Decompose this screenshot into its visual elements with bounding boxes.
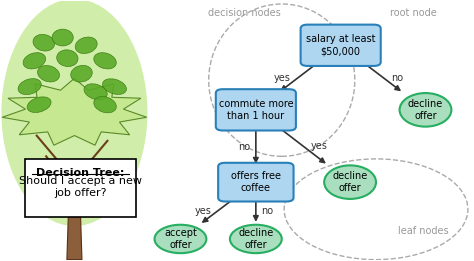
Ellipse shape bbox=[400, 93, 451, 127]
Ellipse shape bbox=[94, 97, 116, 113]
Ellipse shape bbox=[71, 65, 92, 82]
Text: accept
offer: accept offer bbox=[164, 228, 197, 250]
Text: offers free
coffee: offers free coffee bbox=[231, 171, 281, 193]
Ellipse shape bbox=[84, 84, 107, 100]
Text: decline
offer: decline offer bbox=[238, 228, 273, 250]
Text: commute more
than 1 hour: commute more than 1 hour bbox=[219, 99, 293, 121]
Text: salary at least
$50,000: salary at least $50,000 bbox=[306, 34, 375, 56]
Text: yes: yes bbox=[273, 73, 290, 82]
Ellipse shape bbox=[18, 79, 41, 94]
Ellipse shape bbox=[75, 37, 97, 54]
FancyBboxPatch shape bbox=[218, 163, 293, 201]
FancyBboxPatch shape bbox=[301, 25, 381, 66]
Ellipse shape bbox=[23, 53, 46, 69]
Ellipse shape bbox=[155, 225, 206, 253]
Ellipse shape bbox=[52, 29, 73, 46]
Ellipse shape bbox=[1, 0, 147, 226]
FancyBboxPatch shape bbox=[216, 89, 296, 130]
Text: no: no bbox=[262, 206, 273, 216]
Polygon shape bbox=[2, 78, 147, 145]
FancyBboxPatch shape bbox=[25, 159, 136, 217]
Ellipse shape bbox=[27, 97, 51, 112]
Text: Decision Tree:: Decision Tree: bbox=[36, 168, 125, 178]
Text: decline
offer: decline offer bbox=[332, 171, 368, 193]
Text: yes: yes bbox=[195, 206, 211, 216]
Text: decision nodes: decision nodes bbox=[208, 8, 281, 18]
Ellipse shape bbox=[37, 66, 60, 82]
Ellipse shape bbox=[94, 53, 116, 69]
Text: decline
offer: decline offer bbox=[408, 99, 443, 121]
Text: no: no bbox=[391, 73, 403, 82]
Polygon shape bbox=[67, 187, 82, 260]
Text: no: no bbox=[238, 142, 250, 152]
Text: leaf nodes: leaf nodes bbox=[398, 226, 448, 236]
Text: yes: yes bbox=[311, 141, 328, 151]
Ellipse shape bbox=[33, 34, 55, 51]
Ellipse shape bbox=[57, 50, 78, 67]
Ellipse shape bbox=[230, 225, 282, 253]
Ellipse shape bbox=[102, 79, 127, 94]
Text: Should I accept a new
job offer?: Should I accept a new job offer? bbox=[19, 176, 142, 198]
Ellipse shape bbox=[324, 165, 376, 199]
Text: root node: root node bbox=[390, 8, 437, 18]
